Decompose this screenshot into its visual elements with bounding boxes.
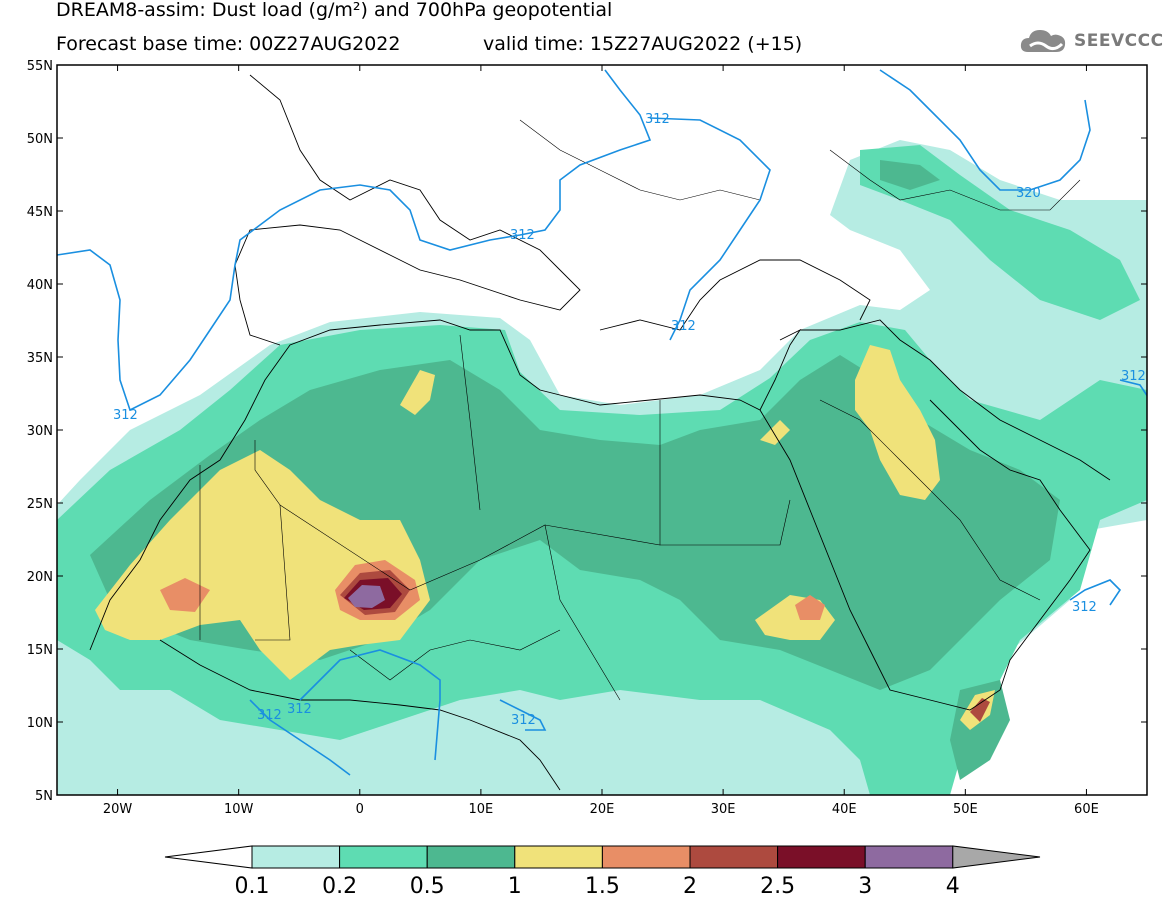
lon-tick-label: 10W <box>224 802 254 817</box>
colorbar-label: 3 <box>858 874 872 899</box>
dust-layer-0.5-ne <box>880 160 940 190</box>
colorbar-label: 2 <box>683 874 697 899</box>
colorbar-segment <box>426 845 516 869</box>
lon-tick-label: 20W <box>103 802 133 817</box>
colorbar-label: 2.5 <box>760 874 795 899</box>
cloud-logo-icon <box>1020 30 1066 52</box>
dust-layer-1-iraq <box>855 345 940 500</box>
contour-label: 312 <box>511 713 536 728</box>
lat-tick-label: 55N <box>27 59 53 74</box>
colorbar-label: 0.2 <box>322 874 357 899</box>
lat-tick-label: 25N <box>27 497 53 512</box>
colorbar-low-end <box>164 845 253 869</box>
valid-time: valid time: 15Z27AUG2022 (+15) <box>483 33 803 55</box>
contour-label: 312 <box>257 708 282 723</box>
colorbar-label: 0.5 <box>410 874 445 899</box>
colorbar-label: 1 <box>508 874 522 899</box>
borders <box>199 119 1081 701</box>
dust-layer-1.5-ethiopia <box>795 595 825 620</box>
lon-tick-label: 40E <box>832 802 857 817</box>
dust-layer-0.5-se <box>950 680 1010 780</box>
colorbar-segment <box>601 845 691 869</box>
colorbar-label: 4 <box>946 874 960 899</box>
forecast-base-time: Forecast base time: 00Z27AUG2022 <box>56 33 401 55</box>
contour-label: 312 <box>510 228 535 243</box>
lat-tick-label: 15N <box>27 643 53 658</box>
contour-label: 312 <box>645 112 670 127</box>
contour-labels: 312 312 312 312 312 312 312 312 312 320 <box>113 112 1146 728</box>
lon-tick-label: 0 <box>356 802 364 817</box>
lon-tick-label: 50E <box>953 802 978 817</box>
logo-text: SEEVCCC <box>1074 31 1164 51</box>
contour-label: 312 <box>1121 369 1146 384</box>
lon-tick-label: 30E <box>711 802 736 817</box>
contour-label: 312 <box>287 702 312 717</box>
dust-layer-2-somalia <box>970 698 990 722</box>
latitude-labels: 55N 50N 45N 40N 35N 30N 25N 20N 15N 10N 5N <box>27 59 53 804</box>
colorbar-segment <box>339 845 428 869</box>
contour-label: 312 <box>671 319 696 334</box>
colorbar-high-end <box>952 845 1041 869</box>
colorbar-segment <box>864 845 954 869</box>
lat-tick-label: 35N <box>27 351 53 366</box>
colorbar-label: 0.1 <box>235 874 270 899</box>
colorbar-segment <box>689 845 779 869</box>
seevccc-logo: SEEVCCC <box>1018 26 1164 56</box>
dust-field <box>57 140 1147 795</box>
colorbar-label: 1.5 <box>585 874 620 899</box>
geopotential-contours <box>57 69 1147 776</box>
axis-ticks <box>57 64 1147 796</box>
lat-tick-label: 20N <box>27 570 53 585</box>
dust-layer-1.5 <box>160 578 210 612</box>
contour-label: 312 <box>113 408 138 423</box>
colorbar-segment <box>777 845 866 869</box>
lat-tick-label: 45N <box>27 205 53 220</box>
lat-tick-label: 10N <box>27 716 53 731</box>
lat-tick-label: 5N <box>35 789 53 804</box>
dust-layer-3 <box>348 585 385 608</box>
coastlines <box>89 74 1111 791</box>
lat-tick-label: 40N <box>27 278 53 293</box>
dust-layer-1 <box>95 450 430 680</box>
contour-label: 312 <box>1072 600 1097 615</box>
lon-tick-label: 60E <box>1074 802 1099 817</box>
longitude-labels: 20W 10W 0 10E 20E 30E 40E 50E 60E <box>103 802 1099 817</box>
dust-layer-0.2-caspian <box>860 145 1140 320</box>
contour-label: 320 <box>1016 186 1041 201</box>
lon-tick-label: 10E <box>469 802 494 817</box>
colorbar-segment <box>514 845 603 869</box>
colorbar <box>164 845 1041 869</box>
colorbar-labels: 0.1 0.2 0.5 1 1.5 2 2.5 3 4 <box>235 874 960 899</box>
colorbar-segment <box>251 845 341 869</box>
title-line-1: DREAM8-assim: Dust load (g/m²) and 700hP… <box>56 0 613 21</box>
lat-tick-label: 50N <box>27 132 53 147</box>
lon-tick-label: 20E <box>590 802 615 817</box>
dust-layer-1-sahara-n <box>400 370 435 415</box>
dust-layer-1-sinai <box>760 420 790 445</box>
lat-tick-label: 30N <box>27 424 53 439</box>
